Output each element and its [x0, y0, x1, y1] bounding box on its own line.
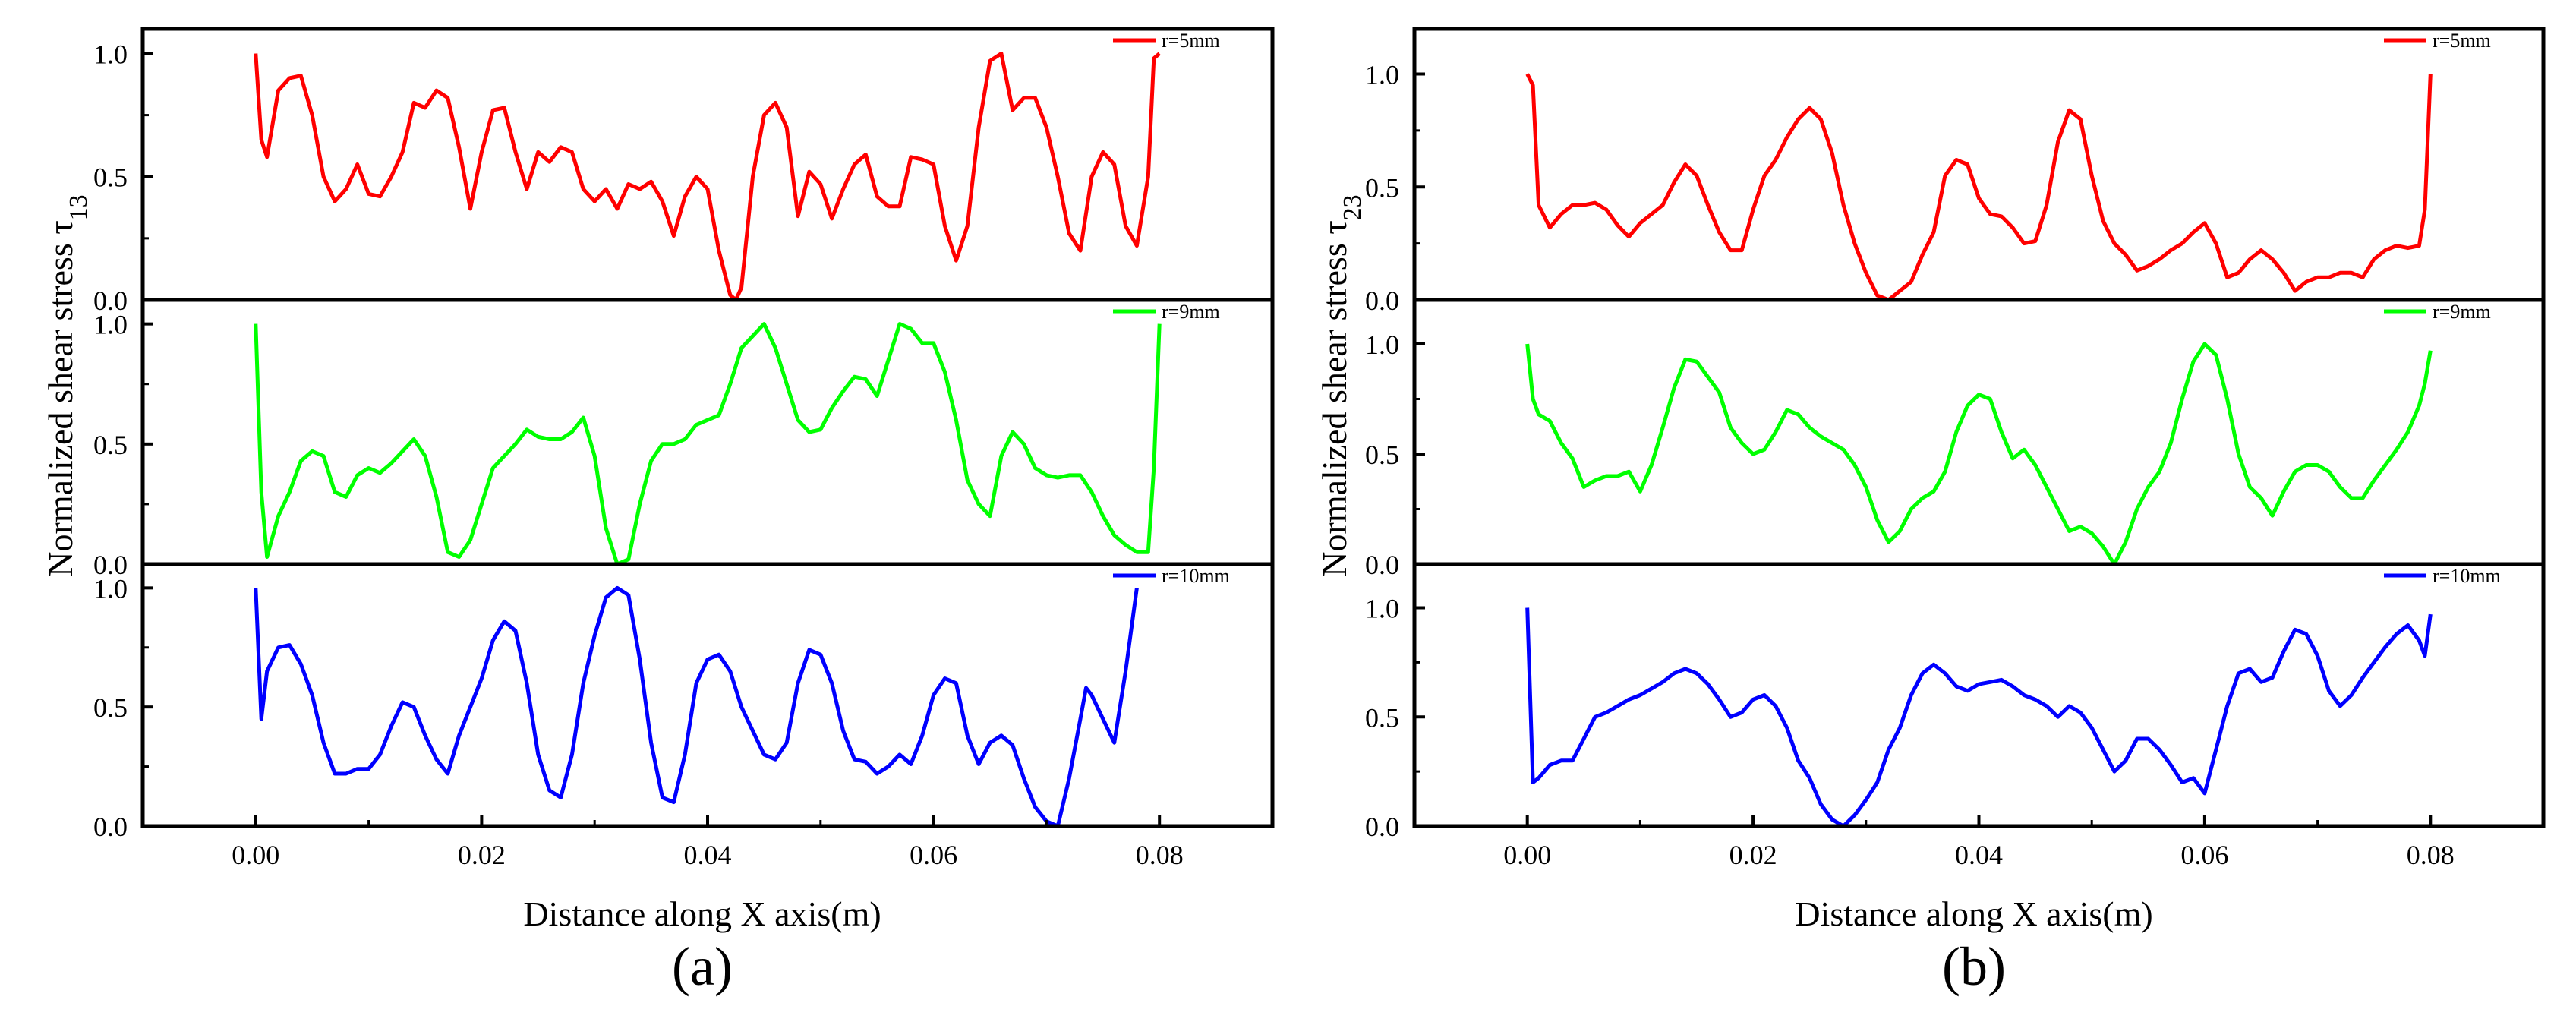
x-tick-label: 0.04 — [684, 840, 732, 870]
y-tick-label: 1.0 — [1365, 594, 1399, 624]
legend-label: r=5mm — [2433, 30, 2491, 52]
subplot-r=5mm: 0.0 0.5 1.0 r=5mm — [1365, 30, 2491, 316]
plot-frame — [1412, 27, 2546, 828]
subplot-r=10mm: 0.0 0.5 1.0 r=10mm — [93, 562, 1272, 842]
subplot-r=9mm: 0.0 0.5 1.0 r=9mm — [1365, 298, 2543, 580]
x-tick-label: 0.02 — [1729, 840, 1777, 870]
series-line-r=9mm — [254, 322, 1162, 566]
legend-label: r=10mm — [2433, 565, 2501, 587]
y-axis-title-subscript: 23 — [1338, 194, 1367, 220]
legend-label: r=10mm — [1162, 565, 1230, 587]
legend-label: r=9mm — [2433, 301, 2491, 323]
legend-label: r=5mm — [1162, 30, 1220, 52]
x-tick-label: 0.06 — [2180, 840, 2228, 870]
panel-label: (b) — [1942, 936, 2006, 997]
y-tick-label: 0.5 — [93, 162, 128, 193]
y-tick-label: 0.0 — [93, 285, 128, 316]
subplot-r=9mm: 0.0 0.5 1.0 r=9mm — [93, 298, 1272, 580]
y-axis-title: Normalized shear stress τ13 — [41, 194, 93, 576]
legend-label: r=9mm — [1162, 301, 1220, 323]
y-tick-label: 0.5 — [93, 430, 128, 460]
y-tick-label: 0.0 — [93, 812, 128, 842]
x-tick-label: 0.06 — [910, 840, 957, 870]
x-tick-label: 0.02 — [458, 840, 506, 870]
x-axis-title: Distance along X axis(m) — [1795, 894, 2152, 933]
subplot-r=10mm: 0.0 0.5 1.0 r=10mm — [1365, 562, 2543, 842]
y-tick-label: 0.5 — [1365, 702, 1399, 733]
x-tick-label: 0.08 — [2407, 840, 2455, 870]
x-axis-title: Distance along X axis(m) — [523, 894, 881, 933]
series-line-r=5mm — [254, 52, 1161, 302]
y-tick-label: 0.5 — [1365, 440, 1399, 470]
y-tick-label: 1.0 — [93, 573, 128, 604]
series-line-r=10mm — [254, 585, 1139, 828]
y-axis-title-subscript: 13 — [65, 194, 93, 220]
y-axis-title-main: Normalized shear stress τ — [41, 220, 80, 576]
chart-panel-b: Normalized shear stress τ23 Distance alo… — [1315, 27, 2546, 997]
series-line-r=5mm — [1525, 73, 2433, 302]
chart-panel-a: Normalized shear stress τ13 Distance alo… — [41, 27, 1275, 997]
x-tick-label: 0.04 — [1955, 840, 2003, 870]
y-tick-label: 1.0 — [1365, 330, 1399, 360]
y-tick-label: 0.0 — [1365, 550, 1399, 580]
y-tick-label: 0.0 — [1365, 812, 1399, 842]
x-tick-label: 0.00 — [232, 840, 279, 870]
y-tick-label: 1.0 — [93, 310, 128, 340]
y-tick-label: 0.0 — [1365, 285, 1399, 316]
series-line-r=9mm — [1525, 342, 2433, 566]
series-line-r=10mm — [1525, 607, 2433, 828]
panel-label: (a) — [672, 936, 733, 997]
y-axis-title: Normalized shear stress τ23 — [1315, 194, 1367, 576]
subplot-r=5mm: 0.0 0.5 1.0 r=5mm — [93, 30, 1220, 316]
plot-frame — [140, 27, 1275, 828]
y-axis-title-main: Normalized shear stress τ — [1315, 220, 1354, 576]
y-tick-label: 0.5 — [1365, 172, 1399, 203]
x-tick-label: 0.08 — [1136, 840, 1184, 870]
y-tick-label: 0.5 — [93, 692, 128, 723]
y-tick-label: 0.0 — [93, 550, 128, 580]
y-tick-label: 1.0 — [1365, 60, 1399, 90]
y-tick-label: 1.0 — [93, 39, 128, 69]
x-tick-label: 0.00 — [1503, 840, 1551, 870]
